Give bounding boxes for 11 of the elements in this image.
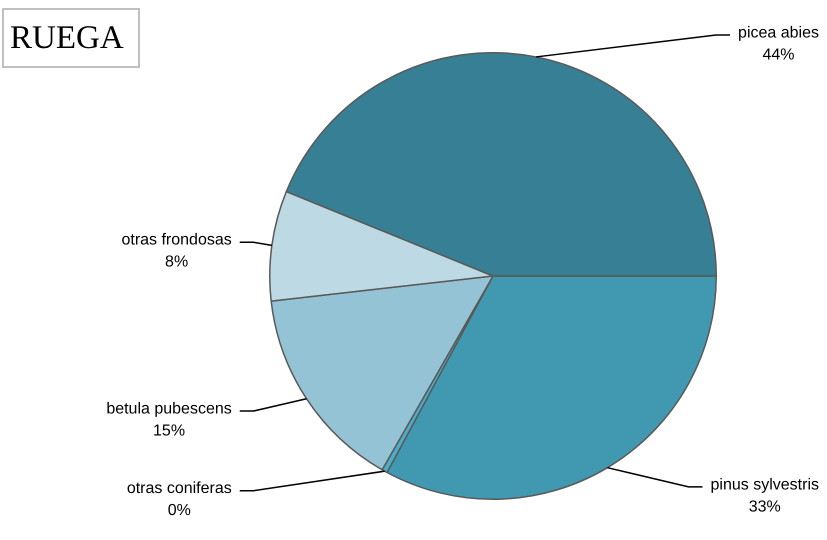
data-label: 44%: [762, 46, 795, 64]
data-label: 33%: [748, 498, 781, 516]
slice-label: picea abies: [738, 24, 820, 42]
slice-label: pinus sylvestris: [710, 476, 820, 494]
chart-title: RUEGA: [2, 8, 140, 68]
slice-label: otras frondosas: [121, 232, 232, 249]
data-label: 0%: [168, 502, 191, 520]
slice-label: betula pubescens: [106, 400, 232, 418]
slice-label: otras coniferas: [126, 480, 232, 498]
data-label: 8%: [165, 254, 188, 271]
data-label: 15%: [153, 422, 186, 440]
